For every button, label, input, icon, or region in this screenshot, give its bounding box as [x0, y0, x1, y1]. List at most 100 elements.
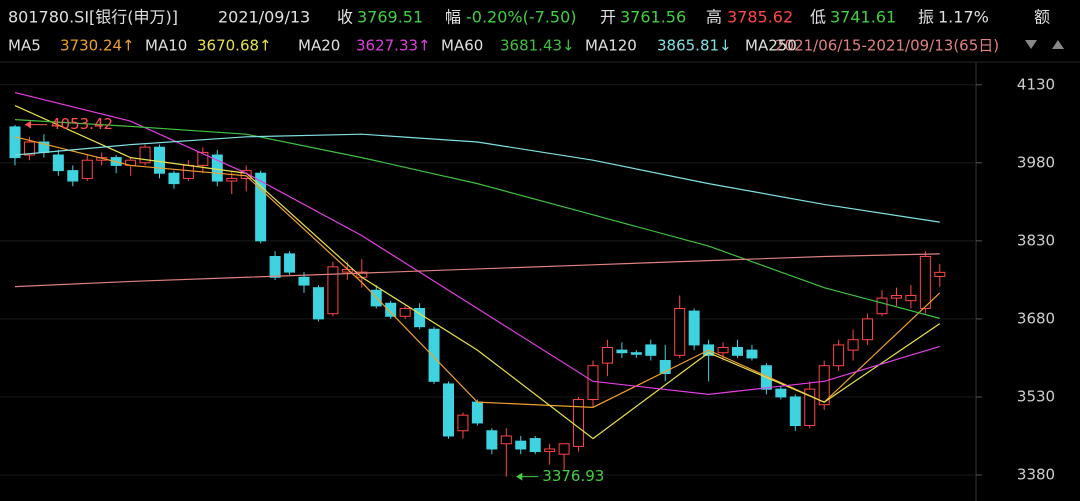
candle-body [486, 430, 498, 450]
candle-body [919, 255, 931, 309]
change-value: -0.20%(-7.50) [466, 8, 576, 27]
collapse-icon [1052, 40, 1064, 49]
candle-body [587, 365, 599, 401]
ma-line [14, 119, 940, 319]
ma-line [14, 133, 940, 223]
amp-label: 振 [918, 8, 934, 27]
candle-body [197, 151, 209, 166]
candle-body [746, 349, 758, 359]
candle-body [500, 435, 512, 445]
candle-body [23, 141, 35, 156]
candle-body [659, 360, 671, 375]
y-tick-label: 3380 [1017, 465, 1055, 483]
candle-body [284, 253, 296, 273]
date: 2021/09/13 [218, 8, 310, 27]
candle-body [890, 294, 902, 299]
candle-body [255, 172, 267, 242]
y-tick-label: 3830 [1017, 231, 1055, 249]
close-value: 3769.51 [357, 8, 423, 27]
candle-body [847, 339, 859, 351]
legend-value: 3681.43↓ [500, 37, 575, 55]
candle-body [905, 294, 917, 302]
y-tick-label: 3980 [1017, 153, 1055, 171]
candle-body [428, 328, 440, 382]
y-tick-label: 4130 [1017, 75, 1055, 93]
candle-body [298, 276, 310, 286]
low-label: 低 [810, 8, 826, 27]
legend-value: 3627.33↑ [356, 37, 431, 55]
candle-body [414, 307, 426, 328]
candle-body [226, 177, 238, 182]
candle-body [804, 388, 816, 427]
candle-body [645, 344, 657, 356]
candle-body [601, 347, 613, 364]
high-value: 3785.62 [727, 8, 793, 27]
legend-name: MA5 [8, 37, 41, 55]
legend-value: 3670.68↑ [197, 37, 272, 55]
candle-body [616, 349, 628, 354]
candle-body [385, 302, 397, 317]
y-tick-label: 3530 [1017, 387, 1055, 405]
candle-body [818, 365, 830, 406]
candle-body [139, 146, 151, 164]
candle-body [934, 271, 946, 277]
candle-body [81, 159, 93, 179]
change-label: 幅 [445, 8, 461, 27]
open-value: 3761.56 [620, 8, 686, 27]
candle-body [327, 266, 339, 315]
candle-body [688, 310, 700, 346]
candle-body [168, 172, 180, 185]
candle-body [732, 347, 743, 356]
candle-body [789, 396, 801, 427]
candle-body [52, 154, 64, 172]
ma-line [14, 136, 941, 408]
candle-body [471, 401, 483, 424]
candle-body [558, 443, 570, 455]
candle-body [240, 170, 252, 179]
candle-body [630, 352, 642, 355]
candle-body [775, 388, 787, 398]
legend-name: MA120 [585, 37, 637, 55]
candle-body [67, 170, 79, 182]
candle-body [876, 297, 888, 315]
candle-body [211, 154, 223, 182]
open-label: 开 [600, 8, 616, 27]
symbol: 801780.SI[银行(申万)] [8, 8, 178, 27]
candle-body [515, 440, 527, 450]
legend-name: MA250 [745, 37, 797, 55]
candle-body [182, 164, 194, 179]
candle-body [674, 307, 686, 356]
close-label: 收 [337, 8, 353, 27]
annotation-label: 3376.93 [542, 467, 604, 485]
candle-body [544, 448, 556, 453]
candle-body [399, 307, 411, 317]
ma-line [14, 253, 940, 288]
dropdown-icon [1025, 40, 1037, 49]
ma-line [14, 91, 940, 395]
annotation-arrowhead [25, 120, 31, 129]
candle-body [269, 255, 281, 278]
legend-value: 3730.24↑ [60, 37, 135, 55]
high-label: 高 [706, 8, 722, 27]
legend-name: MA60 [441, 37, 483, 55]
legend-name: MA20 [298, 37, 340, 55]
annotation-label: 4053.42 [51, 115, 113, 133]
candle-body [457, 414, 469, 432]
candle-body [529, 438, 541, 453]
amount-label: 额 [1034, 8, 1050, 27]
y-tick-label: 3680 [1017, 309, 1055, 327]
low-value: 3741.61 [830, 8, 896, 27]
date-range: 2021/06/15-2021/09/13(65日) [775, 37, 999, 55]
annotation-arrowhead [516, 472, 523, 481]
legend-value: 3865.81↓ [657, 37, 732, 55]
legend-name: MA10 [145, 37, 187, 55]
candle-body [833, 344, 845, 367]
candle-body [717, 347, 729, 354]
candle-body [862, 318, 874, 341]
candle-body [9, 126, 21, 159]
candle-body [443, 383, 454, 437]
amp-value: 1.17% [938, 8, 989, 27]
candle-body [312, 287, 324, 320]
